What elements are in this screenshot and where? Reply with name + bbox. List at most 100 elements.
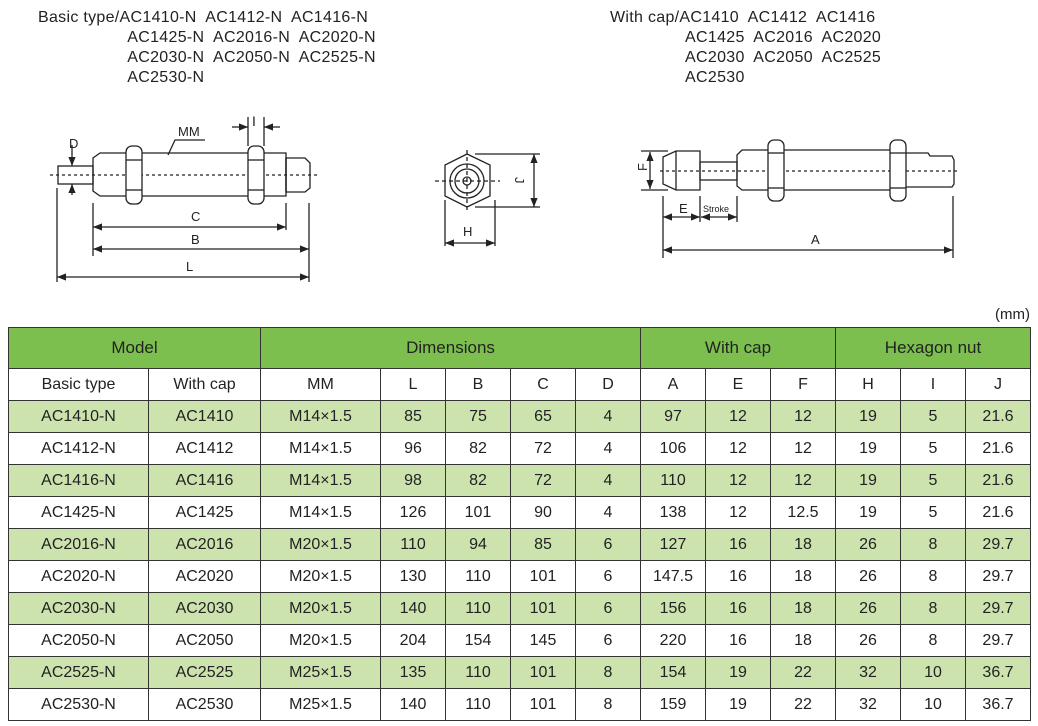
table-cell: 12 (705, 432, 771, 465)
table-row: AC2525-N AC2525 M25×1.5 135 110 101 8 154 19 22 32… (8, 656, 1031, 689)
table-cell: AC2020 (148, 560, 261, 593)
table-cell: 19 (835, 400, 901, 433)
table-cell: 8 (900, 624, 966, 657)
table-cell: AC1412-N (8, 432, 149, 465)
table-cell: 36.7 (965, 688, 1031, 721)
table-cell: 145 (510, 624, 576, 657)
table-cell: 4 (575, 496, 641, 529)
table-row: AC1412-N AC1412 M14×1.5 96 82 72 4 106 12 12 19 5 21… (8, 432, 1031, 465)
table-cell: 18 (770, 592, 836, 625)
table-cell: AC1410-N (8, 400, 149, 433)
table-cell: 4 (575, 400, 641, 433)
table-cell: M14×1.5 (260, 432, 381, 465)
table-cell: 140 (380, 688, 446, 721)
table-row: AC1416-N AC1416 M14×1.5 98 82 72 4 110 12 12 19 5 21… (8, 464, 1031, 497)
table-cell: AC2016 (148, 528, 261, 561)
table-cell: AC2050-N (8, 624, 149, 657)
table-cell: 6 (575, 560, 641, 593)
table-cell: 10 (900, 688, 966, 721)
table-cell: 90 (510, 496, 576, 529)
table-cell: 75 (445, 400, 511, 433)
table-cell: 65 (510, 400, 576, 433)
table-cell: 101 (510, 656, 576, 689)
table-cell: 26 (835, 592, 901, 625)
table-cell: 32 (835, 656, 901, 689)
table-cell: 110 (445, 688, 511, 721)
column-header-row: Basic type With cap MM L B C D A E F H I J (8, 368, 1031, 401)
table-row: AC2016-N AC2016 M20×1.5 110 94 85 6 127 16 18 26 8 2… (8, 528, 1031, 561)
technical-drawings: D MM I C B L J H F E Stroke A (50, 113, 960, 282)
table-cell: 220 (640, 624, 706, 657)
hex-nut-cap-left (767, 139, 785, 202)
table-cell: M25×1.5 (260, 656, 381, 689)
table-cell: 8 (900, 560, 966, 593)
table-cell: AC2525 (148, 656, 261, 689)
table-cell: AC1425-N (8, 496, 149, 529)
group-with-cap: With cap (640, 327, 836, 369)
table-cell: 19 (705, 656, 771, 689)
table-cell: 204 (380, 624, 446, 657)
table-cell: 21.6 (965, 464, 1031, 497)
group-dimensions: Dimensions (260, 327, 641, 369)
table-cell: 4 (575, 432, 641, 465)
table-cell: 127 (640, 528, 706, 561)
table-cell: 12 (705, 400, 771, 433)
table-cell: 21.6 (965, 432, 1031, 465)
table-cell: 6 (575, 624, 641, 657)
label-a: A (811, 232, 820, 247)
table-cell: 101 (510, 592, 576, 625)
table-cell: 18 (770, 528, 836, 561)
table-cell: 19 (705, 688, 771, 721)
table-row: AC2530-N AC2530 M25×1.5 140 110 101 8 159 19 22 32… (8, 688, 1031, 721)
group-model: Model (8, 327, 261, 369)
table-cell: 22 (770, 688, 836, 721)
column-header: E (705, 368, 771, 401)
label-h: H (463, 224, 472, 239)
table-cell: 8 (900, 528, 966, 561)
table-cell: 98 (380, 464, 446, 497)
with-cap-caption: With cap/AC1410 AC1412 AC1416 AC1425 AC2… (610, 9, 882, 86)
table-cell: 82 (445, 432, 511, 465)
label-j: J (512, 177, 527, 184)
table-cell: 110 (640, 464, 706, 497)
table-cell: 106 (640, 432, 706, 465)
label-d: D (69, 136, 78, 151)
table-cell: 96 (380, 432, 446, 465)
table-cell: 26 (835, 528, 901, 561)
column-header: A (640, 368, 706, 401)
table-cell: 22 (770, 656, 836, 689)
table-cell: 12 (705, 496, 771, 529)
table-cell: 29.7 (965, 528, 1031, 561)
table-cell: M14×1.5 (260, 464, 381, 497)
table-cell: 6 (575, 528, 641, 561)
table-cell: AC2020-N (8, 560, 149, 593)
table-cell: M20×1.5 (260, 592, 381, 625)
table-cell: 110 (445, 656, 511, 689)
table-cell: 12 (705, 464, 771, 497)
table-cell: 135 (380, 656, 446, 689)
table-cell: M20×1.5 (260, 624, 381, 657)
table-cell: AC2530-N (8, 688, 149, 721)
column-header: L (380, 368, 446, 401)
label-e: E (679, 201, 688, 216)
table-cell: M20×1.5 (260, 560, 381, 593)
column-header: C (510, 368, 576, 401)
table-cell: 19 (835, 432, 901, 465)
hex-nut-right (247, 145, 265, 205)
table-cell: 159 (640, 688, 706, 721)
table-cell: AC1416 (148, 464, 261, 497)
table-cell: 16 (705, 560, 771, 593)
table-cell: 101 (510, 688, 576, 721)
table-cell: M25×1.5 (260, 688, 381, 721)
table-row: AC2030-N AC2030 M20×1.5 140 110 101 6 156 16 18 26… (8, 592, 1031, 625)
table-cell: AC2016-N (8, 528, 149, 561)
label-f: F (635, 163, 650, 171)
table-cell: AC2050 (148, 624, 261, 657)
table-cell: 18 (770, 560, 836, 593)
table-cell: 110 (380, 528, 446, 561)
table-cell: AC2525-N (8, 656, 149, 689)
table-cell: 156 (640, 592, 706, 625)
table-cell: 4 (575, 464, 641, 497)
column-header: J (965, 368, 1031, 401)
table-cell: 110 (445, 560, 511, 593)
